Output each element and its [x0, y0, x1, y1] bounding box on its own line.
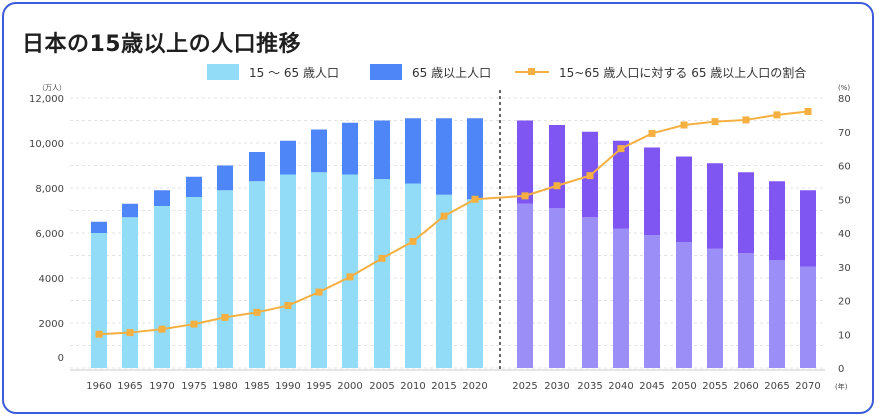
legend-swatch-ratio — [515, 64, 549, 80]
legend-item-elderly: 65 歳以上人口 — [370, 62, 491, 82]
legend-item-working-age: 15 〜 65 歳人口 — [207, 62, 339, 82]
legend-label-working-age: 15 〜 65 歳人口 — [249, 65, 339, 80]
legend-label-elderly: 65 歳以上人口 — [412, 65, 492, 80]
legend-item-ratio: 15~65 歳人口に対する 65 歳以上人口の割合 — [515, 62, 806, 82]
legend-swatch-working-age — [207, 64, 239, 80]
legend: 15 〜 65 歳人口 65 歳以上人口 15~65 歳人口に対する 65 歳以… — [0, 62, 880, 86]
chart-title: 日本の15歳以上の人口推移 — [22, 32, 302, 57]
legend-label-ratio: 15~65 歳人口に対する 65 歳以上人口の割合 — [559, 65, 807, 80]
legend-swatch-elderly — [370, 64, 402, 80]
